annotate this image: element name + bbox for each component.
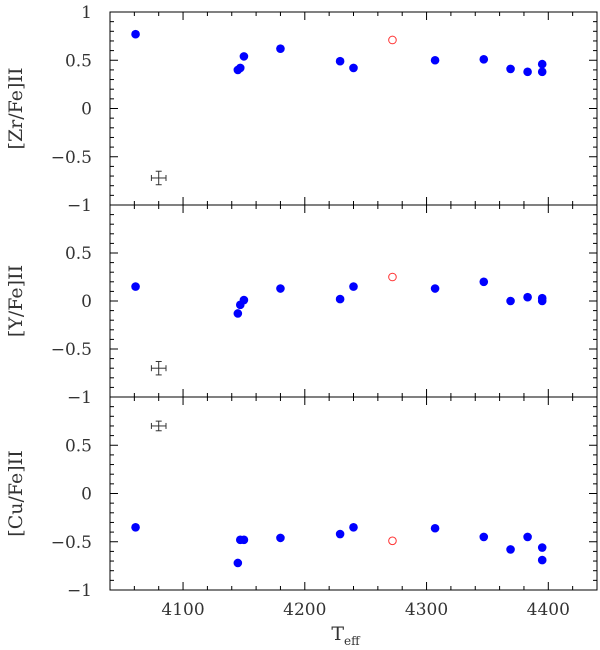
data-point xyxy=(131,522,140,532)
plot-frame xyxy=(109,396,598,591)
y-axis-label: [Y/Fe]II xyxy=(5,265,27,337)
y-axis-label: [Cu/Fe]II xyxy=(5,450,27,536)
data-point xyxy=(523,532,532,542)
data-point xyxy=(523,67,532,77)
panel-bottom: −1 −0.5 0 0.5 [Cu/Fe]II 4100 4200 4300 4400 Teff xyxy=(5,396,598,648)
y-tick-label: −1 xyxy=(67,581,92,601)
data-point xyxy=(537,296,547,306)
data-point xyxy=(235,63,245,73)
data-point xyxy=(349,282,358,291)
data-point xyxy=(239,295,249,305)
y-tick-label: −1 xyxy=(67,196,92,216)
data-point xyxy=(233,309,243,318)
y-tick-label: 0.5 xyxy=(65,436,92,456)
data-point xyxy=(479,277,489,287)
x-tick-label: 4400 xyxy=(527,600,570,620)
y-tick-label: 0 xyxy=(81,292,92,312)
data-point xyxy=(335,56,345,66)
data-point xyxy=(335,294,345,304)
y-tick-label: 0.5 xyxy=(65,51,92,71)
open-data-point xyxy=(388,35,397,45)
data-point xyxy=(479,54,489,64)
data-point xyxy=(537,555,547,565)
data-point xyxy=(233,558,243,568)
y-tick-label: 0 xyxy=(81,485,92,505)
error-bar xyxy=(150,170,167,186)
error-bar xyxy=(150,360,167,376)
data-point xyxy=(430,284,440,293)
y-tick-label: 0 xyxy=(81,100,92,120)
data-point xyxy=(430,523,440,533)
data-point xyxy=(239,52,249,61)
data-point xyxy=(430,55,440,65)
y-tick-label: −1 xyxy=(67,388,92,408)
data-point xyxy=(479,532,489,542)
data-point xyxy=(239,535,249,545)
panel-top: −1 −0.5 0 0.5 1 [Zr/Fe]II xyxy=(5,3,598,216)
data-point xyxy=(335,529,345,539)
data-point xyxy=(131,282,140,291)
data-point xyxy=(349,522,358,532)
plot-frame xyxy=(109,11,598,206)
data-point xyxy=(131,29,140,39)
open-data-point xyxy=(388,272,397,282)
x-tick-label: 4200 xyxy=(283,600,326,620)
data-point xyxy=(276,533,285,543)
data-point xyxy=(523,292,532,302)
x-axis-label: Teff xyxy=(331,623,361,648)
data-point xyxy=(506,545,515,554)
error-bar xyxy=(150,420,167,432)
y-tick-label: −0.5 xyxy=(51,340,92,360)
data-point xyxy=(537,543,547,552)
plot-frame xyxy=(109,204,598,398)
x-tick-label: 4100 xyxy=(161,600,204,620)
data-point xyxy=(276,284,285,293)
data-point xyxy=(537,59,547,69)
data-point xyxy=(506,296,515,306)
open-data-point xyxy=(388,536,397,546)
y-tick-label: 1 xyxy=(81,3,92,23)
y-tick-label: −0.5 xyxy=(51,533,92,553)
y-tick-label: 0.5 xyxy=(65,244,92,264)
x-tick-label: 4300 xyxy=(405,600,448,620)
y-tick-label: −0.5 xyxy=(51,148,92,168)
y-axis-label: [Zr/Fe]II xyxy=(5,68,27,150)
data-point xyxy=(537,67,547,77)
data-point xyxy=(276,44,285,53)
data-point xyxy=(506,64,515,74)
data-point xyxy=(349,63,358,73)
panel-middle: −1 −0.5 0 0.5 [Y/Fe]II xyxy=(5,204,598,408)
